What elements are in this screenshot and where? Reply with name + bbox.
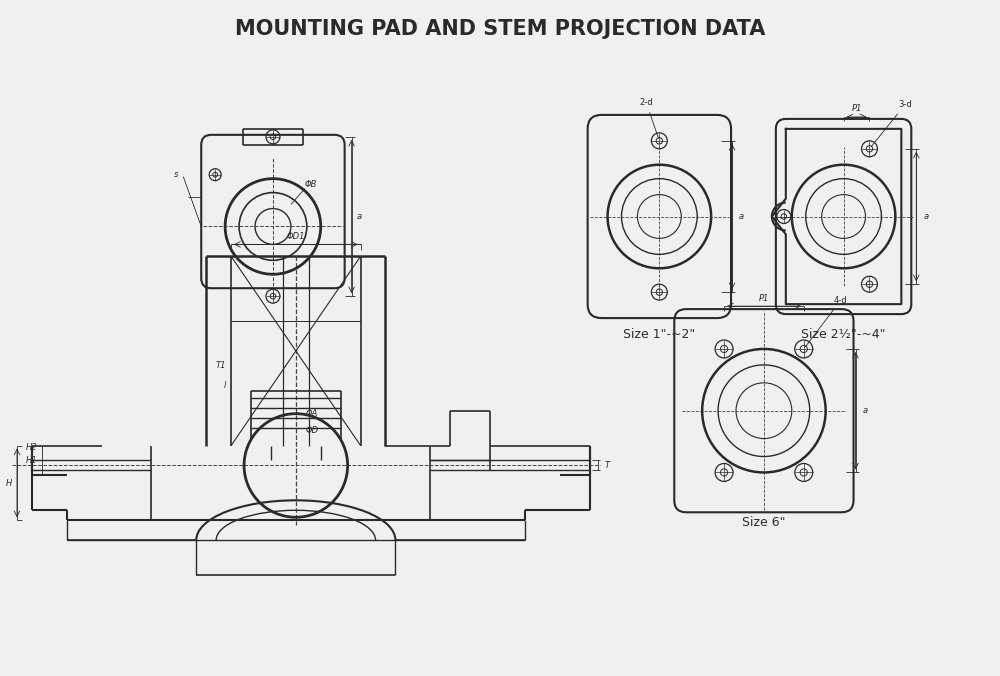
Text: a: a (923, 212, 928, 221)
Text: a: a (863, 406, 868, 415)
Text: T1: T1 (216, 362, 226, 370)
Text: Size 1"-~2": Size 1"-~2" (623, 327, 695, 341)
Text: H2: H2 (25, 443, 37, 452)
Text: T: T (605, 461, 610, 470)
Text: 3-d: 3-d (871, 100, 912, 147)
Text: a: a (739, 212, 744, 221)
Text: 4-d: 4-d (805, 296, 847, 347)
Text: H1: H1 (25, 456, 37, 465)
Text: P1: P1 (851, 105, 862, 114)
Text: MOUNTING PAD AND STEM PROJECTION DATA: MOUNTING PAD AND STEM PROJECTION DATA (235, 20, 765, 39)
Text: a: a (357, 212, 362, 221)
Text: s: s (174, 170, 178, 179)
Text: 2-d: 2-d (639, 98, 658, 138)
Text: Size 2½"-~4": Size 2½"-~4" (801, 327, 886, 341)
Text: ΦA: ΦA (306, 409, 318, 418)
Text: Size 6": Size 6" (742, 516, 786, 529)
Text: H: H (6, 479, 12, 488)
Text: ΦD: ΦD (306, 426, 319, 435)
Text: l: l (224, 381, 226, 390)
Text: P1: P1 (759, 293, 769, 303)
Text: ΦD1: ΦD1 (287, 232, 305, 241)
Text: ΦB: ΦB (305, 180, 317, 189)
